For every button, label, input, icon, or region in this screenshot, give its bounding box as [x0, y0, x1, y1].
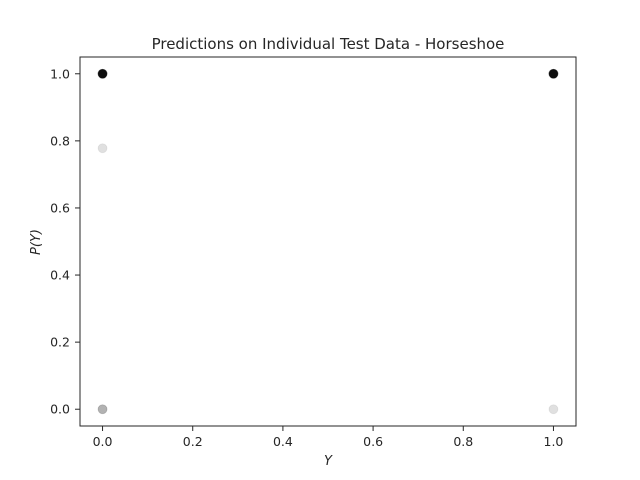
- data-point: [97, 404, 108, 415]
- x-tick-label: 0.8: [453, 434, 473, 449]
- x-axis: 0.0 0.2 0.4 0.6 0.8 1.0: [93, 426, 564, 449]
- data-point: [97, 68, 108, 79]
- x-tick-label: 0.0: [93, 434, 113, 449]
- data-points: [97, 68, 559, 415]
- y-tick-label: 1.0: [50, 66, 70, 81]
- plot-frame: [79, 56, 577, 427]
- y-tick-label: 0.0: [50, 402, 70, 417]
- x-tick-label: 1.0: [544, 434, 564, 449]
- y-axis: 0.0 0.2 0.4 0.6 0.8 1.0: [50, 66, 80, 417]
- x-axis-label: Y: [324, 454, 333, 469]
- y-tick-label: 0.6: [50, 200, 70, 215]
- y-axis-label: P(Y): [29, 229, 44, 255]
- data-point: [548, 68, 559, 79]
- x-tick-label: 0.4: [273, 434, 293, 449]
- x-tick-label: 0.6: [363, 434, 383, 449]
- y-tick-label: 0.2: [50, 335, 70, 350]
- y-tick-label: 0.8: [50, 133, 70, 148]
- chart-title: Predictions on Individual Test Data - Ho…: [152, 35, 505, 53]
- x-tick-label: 0.2: [183, 434, 203, 449]
- data-point: [97, 143, 108, 154]
- data-point: [548, 404, 559, 415]
- y-tick-label: 0.4: [50, 268, 70, 283]
